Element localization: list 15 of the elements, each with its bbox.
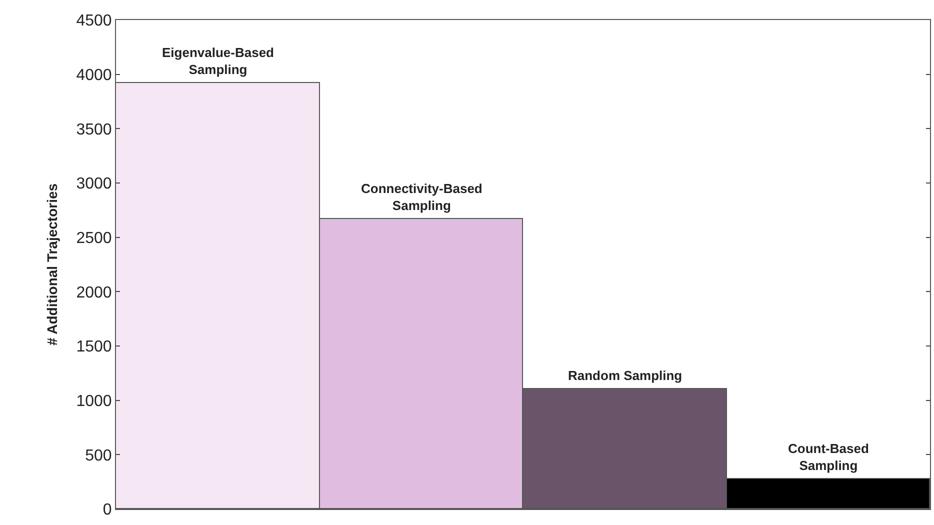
x-tick-label: Eigenvalue-Based Sampling xyxy=(162,45,274,77)
x-tick-label: Count-Based Sampling xyxy=(788,441,869,473)
x-tick-label: Random Sampling xyxy=(568,368,682,383)
y-axis-title: # Additional Trajectories xyxy=(44,183,60,346)
x-tick-label: Connectivity-Based Sampling xyxy=(361,181,482,213)
y-tick-label: 2000 xyxy=(76,284,112,302)
y-tick-label: 3500 xyxy=(76,121,112,138)
y-tick-label: 3000 xyxy=(76,176,112,193)
y-tick-label: 0 xyxy=(102,502,112,519)
y-tick-label: 4000 xyxy=(76,66,112,84)
y-tick-label: 2500 xyxy=(76,230,112,247)
y-tick-label: 1000 xyxy=(76,392,112,410)
y-tick-label: 1500 xyxy=(76,338,112,356)
y-tick-label: 4500 xyxy=(76,12,112,30)
y-tick-label: 500 xyxy=(85,447,112,464)
